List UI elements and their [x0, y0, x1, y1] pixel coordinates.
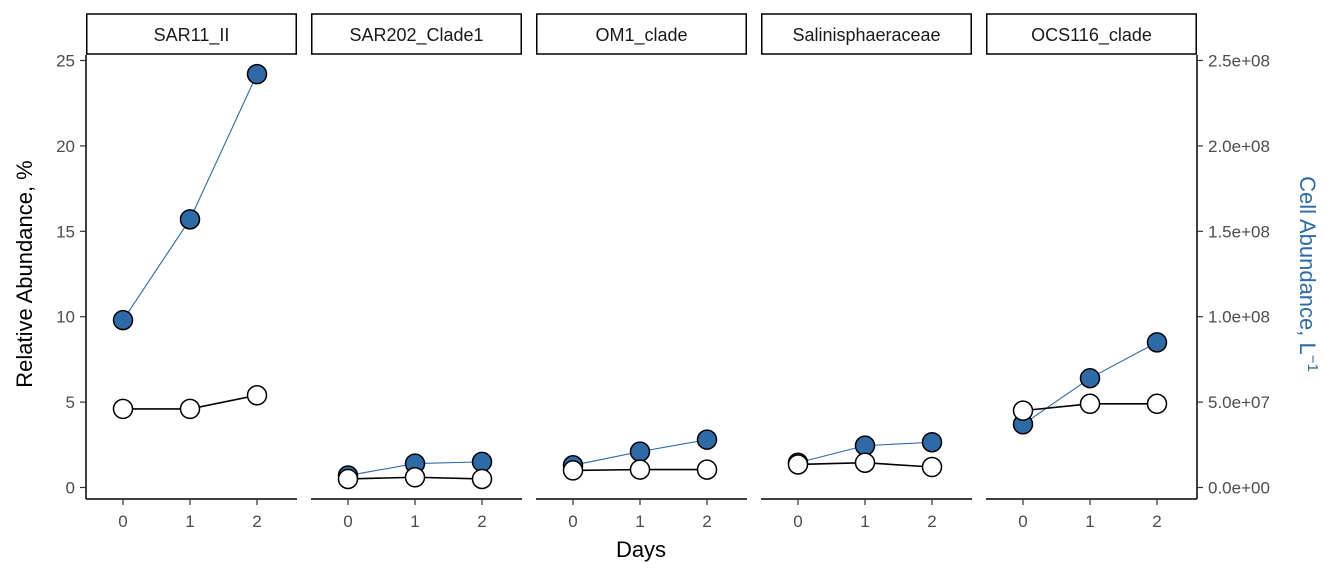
- right-y-axis-title: Cell Abundance, L−1: [1295, 176, 1321, 372]
- facet-title: SAR202_Clade1: [349, 25, 483, 46]
- relative-abundance-point: [787, 454, 809, 475]
- relative-abundance-point: [696, 459, 718, 480]
- right-y-tick-label: 2.5e+08: [1208, 52, 1270, 71]
- x-tick-label: 2: [477, 512, 486, 531]
- facet-title: OM1_clade: [595, 25, 687, 46]
- x-tick-label: 0: [793, 512, 802, 531]
- relative-abundance-point: [179, 398, 201, 420]
- cell-abundance-point: [629, 441, 651, 462]
- relative-abundance-point: [1012, 400, 1034, 421]
- relative-abundance-point: [404, 467, 426, 488]
- left-y-tick-label: 5: [66, 393, 75, 412]
- right-y-tick-label: 1.0e+08: [1208, 308, 1270, 327]
- cell-abundance-point: [1146, 332, 1168, 353]
- x-tick-label: 2: [927, 512, 936, 531]
- left-y-tick-label: 0: [66, 479, 75, 498]
- right-y-tick-label: 5.0e+07: [1208, 393, 1270, 412]
- facet-strip: [761, 13, 972, 55]
- x-tick-label: 1: [860, 512, 869, 531]
- facet-strip: [986, 13, 1197, 55]
- right-y-tick-label: 2.0e+08: [1208, 137, 1270, 156]
- x-tick-label: 0: [568, 512, 577, 531]
- cell-abundance-point: [696, 429, 718, 450]
- x-tick-label: 2: [252, 512, 261, 531]
- relative-abundance-point: [629, 459, 651, 480]
- x-tick-label: 1: [410, 512, 419, 531]
- relative-abundance-point: [112, 398, 134, 420]
- left-y-tick-label: 15: [56, 222, 75, 241]
- facet-title: SAR11_II: [154, 25, 230, 46]
- relative-abundance-point: [921, 456, 943, 478]
- x-tick-label: 0: [343, 512, 352, 531]
- relative-abundance-point: [246, 385, 268, 406]
- x-tick-label: 0: [1018, 512, 1027, 531]
- cell-abundance-point: [854, 435, 876, 456]
- relative-abundance-point: [1146, 393, 1168, 415]
- cell-abundance-point: [471, 451, 493, 473]
- facet-strip: [311, 13, 522, 55]
- x-tick-label: 1: [1085, 512, 1094, 531]
- relative-abundance-point: [337, 468, 359, 490]
- relative-abundance-point: [854, 452, 876, 473]
- left-y-tick-label: 10: [56, 308, 75, 327]
- right-y-axis-title-superscript: −1: [1304, 355, 1321, 372]
- right-y-axis-title-text: Cell Abundance, L: [1295, 176, 1320, 355]
- series-line: [122, 73, 258, 321]
- relative-abundance-point: [471, 468, 493, 490]
- x-tick-label: 1: [635, 512, 644, 531]
- cell-abundance-point: [112, 309, 134, 331]
- relative-abundance-point: [1079, 393, 1101, 415]
- left-y-tick-label: 20: [56, 137, 75, 156]
- right-y-tick-label: 1.5e+08: [1208, 222, 1270, 241]
- cell-abundance-point: [921, 431, 943, 453]
- x-tick-label: 1: [185, 512, 194, 531]
- x-axis-title: Days: [616, 537, 666, 562]
- cell-abundance-point: [179, 209, 201, 230]
- x-tick-label: 2: [1152, 512, 1161, 531]
- x-tick-label: 2: [702, 512, 711, 531]
- left-y-tick-label: 25: [56, 52, 75, 71]
- left-y-axis-title: Relative Abundance, %: [12, 160, 37, 388]
- right-y-tick-label: 0.0e+00: [1208, 479, 1270, 498]
- facet-strip: [536, 13, 747, 55]
- cell-abundance-point: [1079, 367, 1101, 389]
- facet-title: Salinisphaeraceae: [792, 25, 940, 45]
- cell-abundance-point: [246, 63, 268, 85]
- facet-title: OCS116_clade: [1031, 25, 1152, 46]
- facet-strip: [86, 13, 297, 55]
- x-tick-label: 0: [118, 512, 127, 531]
- relative-abundance-point: [562, 460, 584, 481]
